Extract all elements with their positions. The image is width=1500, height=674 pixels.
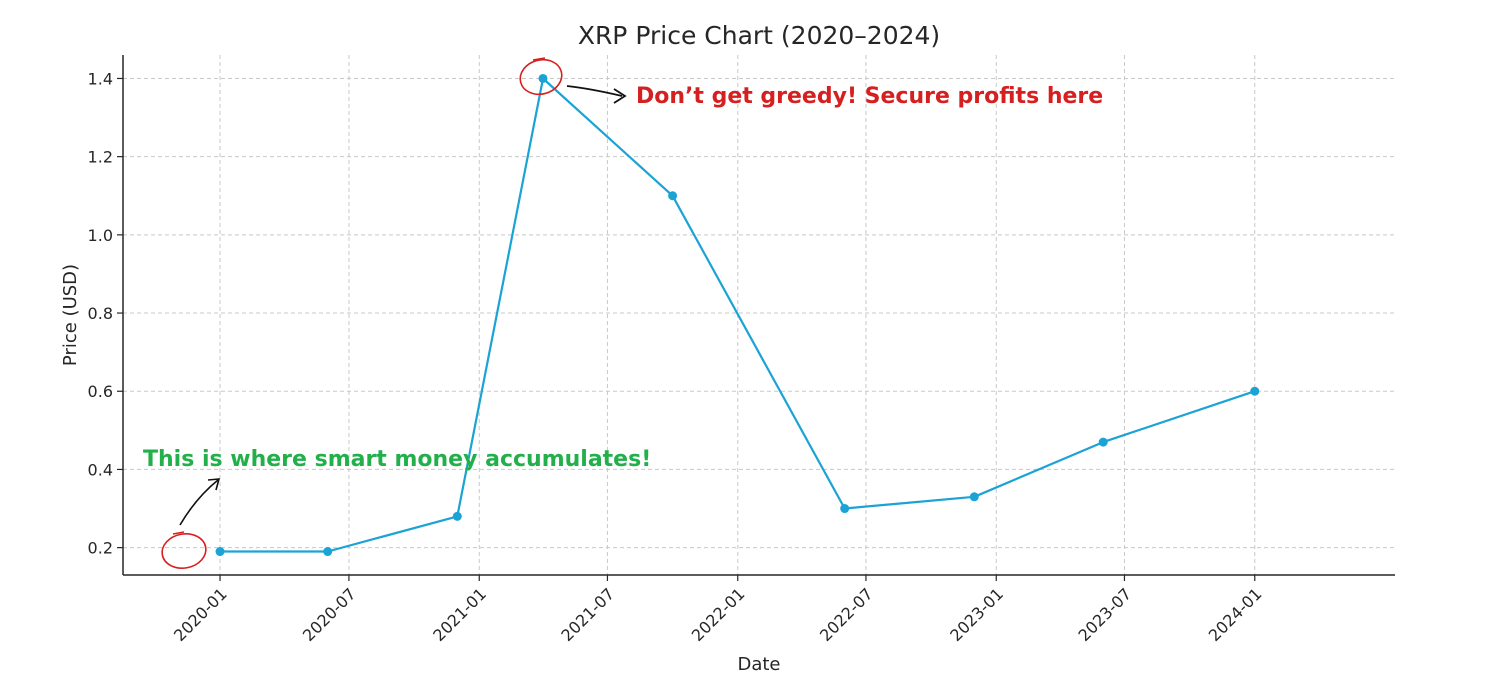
x-tick-label: 2023-07 (1074, 584, 1135, 645)
arrow-head-bottom (207, 478, 221, 491)
price-point (1098, 437, 1108, 447)
x-tick-label: 2024-01 (1205, 584, 1266, 645)
price-point (538, 73, 548, 83)
y-tick-label: 0.4 (88, 460, 113, 479)
y-tick-label: 1.2 (88, 148, 113, 167)
arrow-head-peak (613, 88, 627, 104)
x-tick-label: 2022-07 (816, 584, 877, 645)
arrow-to-bottom (179, 479, 219, 526)
series-layer (215, 73, 1260, 557)
y-tick-label: 0.2 (88, 539, 113, 558)
x-tick-label: 2020-07 (299, 584, 360, 645)
annotation-secure-profits: Don’t get greedy! Secure profits here (636, 84, 1103, 109)
y-tick-label: 1.0 (88, 226, 113, 245)
y-tick-label: 0.6 (88, 382, 113, 401)
price-point (1250, 386, 1260, 396)
bottom-highlight-circle (161, 533, 207, 569)
y-tick-label: 1.4 (88, 69, 113, 88)
axes-layer (122, 55, 1395, 576)
price-point (668, 191, 678, 201)
price-point (215, 547, 225, 557)
annotation-smart-money: This is where smart money accumulates! (143, 447, 651, 472)
x-tick-label: 2022-01 (688, 584, 749, 645)
annotation-marks (161, 57, 627, 569)
price-point (969, 492, 979, 502)
x-tick-label: 2021-07 (557, 584, 618, 645)
peak-highlight-circle (519, 58, 563, 96)
price-point (323, 547, 333, 557)
price-point (452, 511, 462, 521)
ticks-layer: 0.2 0.4 0.6 0.8 1.0 1.2 1.4 2020-01 2020-07 2021-… (88, 69, 1266, 645)
x-tick-label: 2021-01 (429, 584, 490, 645)
x-tick-label: 2023-01 (946, 584, 1007, 645)
x-tick-label: 2020-01 (170, 584, 231, 645)
bottom-circle-tick (172, 531, 185, 535)
price-point (840, 504, 850, 514)
peak-circle-tick (532, 57, 546, 61)
arrow-to-peak (566, 85, 623, 97)
y-axis-label: Price (USD) (60, 264, 81, 366)
grid-layer (123, 55, 1395, 575)
y-tick-label: 0.8 (88, 304, 113, 323)
x-axis-label: Date (737, 654, 780, 674)
chart-title: XRP Price Chart (2020–2024) (578, 21, 940, 50)
